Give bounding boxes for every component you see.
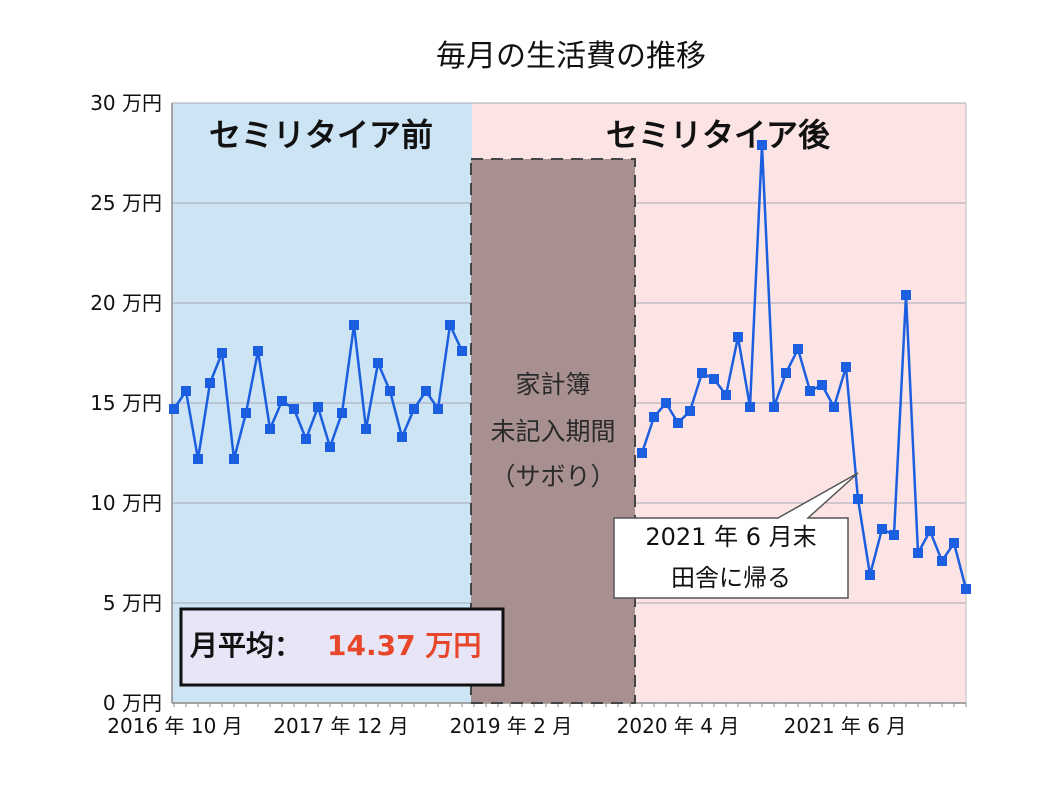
data-point <box>661 398 671 408</box>
data-point <box>721 390 731 400</box>
x-tick-label: 2017 年 12 月 <box>273 714 408 738</box>
callout-line-2: 田舎に帰る <box>671 564 791 592</box>
data-point <box>181 386 191 396</box>
y-tick-label: 10 万円 <box>90 491 162 515</box>
data-point <box>793 344 803 354</box>
data-point <box>433 404 443 414</box>
average-box: 月平均： 14.37 万円 <box>179 607 505 687</box>
data-point <box>169 404 179 414</box>
data-point <box>877 524 887 534</box>
data-point <box>205 378 215 388</box>
data-point <box>385 386 395 396</box>
data-point <box>757 140 767 150</box>
x-tick-label: 2019 年 2 月 <box>450 714 573 738</box>
data-point <box>301 434 311 444</box>
y-tick-labels: 0 万円 5 万円 10 万円 15 万円 20 万円 25 万円 30 万円 <box>90 91 162 715</box>
data-point <box>457 346 467 356</box>
data-point <box>313 402 323 412</box>
data-point <box>817 380 827 390</box>
callout: 2021 年 6 月末 田舎に帰る <box>613 472 859 599</box>
data-point <box>865 570 875 580</box>
region-after-label: セミリタイア後 <box>606 116 831 154</box>
average-box-frame <box>179 607 505 687</box>
x-tick-labels: 2016 年 10 月 2017 年 12 月 2019 年 2 月 2020 … <box>107 714 906 738</box>
data-point <box>361 424 371 434</box>
average-value: 14.37 万円 <box>327 629 481 662</box>
data-point <box>217 348 227 358</box>
x-tick-label: 2021 年 6 月 <box>784 714 907 738</box>
data-point <box>937 556 947 566</box>
data-point <box>649 412 659 422</box>
data-point <box>445 320 455 330</box>
data-point <box>637 448 647 458</box>
data-point <box>781 368 791 378</box>
data-point <box>913 548 923 558</box>
data-point <box>853 494 863 504</box>
gap-label-line-1: 家計簿 <box>515 370 590 399</box>
data-point <box>961 584 971 594</box>
data-point <box>373 358 383 368</box>
data-point <box>265 424 275 434</box>
data-point <box>685 406 695 416</box>
data-point <box>409 404 419 414</box>
data-point <box>673 418 683 428</box>
y-tick-label: 20 万円 <box>90 291 162 315</box>
data-point <box>229 454 239 464</box>
data-point <box>421 386 431 396</box>
data-point <box>253 346 263 356</box>
series-line <box>640 144 968 590</box>
y-tick-label: 5 万円 <box>103 591 162 615</box>
data-point <box>901 290 911 300</box>
y-tick-label: 15 万円 <box>90 391 162 415</box>
data-point <box>349 320 359 330</box>
data-series <box>169 140 971 594</box>
data-point <box>241 408 251 418</box>
data-point <box>193 454 203 464</box>
data-point <box>745 402 755 412</box>
y-tick-label: 25 万円 <box>90 191 162 215</box>
data-point <box>397 432 407 442</box>
data-point <box>949 538 959 548</box>
gap-label-line-2: 未記入期間 <box>490 417 615 446</box>
data-point <box>337 408 347 418</box>
data-point <box>829 402 839 412</box>
chart-title: 毎月の生活費の推移 <box>436 39 706 74</box>
gap-label-line-3: （サボり） <box>490 462 615 491</box>
data-point <box>805 386 815 396</box>
data-point <box>841 362 851 372</box>
callout-box <box>613 472 859 599</box>
data-point <box>709 374 719 384</box>
average-label: 月平均： <box>189 629 302 662</box>
data-point <box>733 332 743 342</box>
data-point <box>325 442 335 452</box>
callout-line-1: 2021 年 6 月末 <box>645 523 816 551</box>
data-point <box>697 368 707 378</box>
x-tick-label: 2020 年 4 月 <box>617 714 740 738</box>
data-point <box>889 530 899 540</box>
x-tick-label: 2016 年 10 月 <box>107 714 242 738</box>
y-tick-label: 0 万円 <box>103 691 162 715</box>
data-point <box>769 402 779 412</box>
region-before-label: セミリタイア前 <box>209 116 433 154</box>
data-point <box>289 404 299 414</box>
data-point <box>277 396 287 406</box>
y-tick-label: 30 万円 <box>90 91 162 115</box>
data-point <box>925 526 935 536</box>
